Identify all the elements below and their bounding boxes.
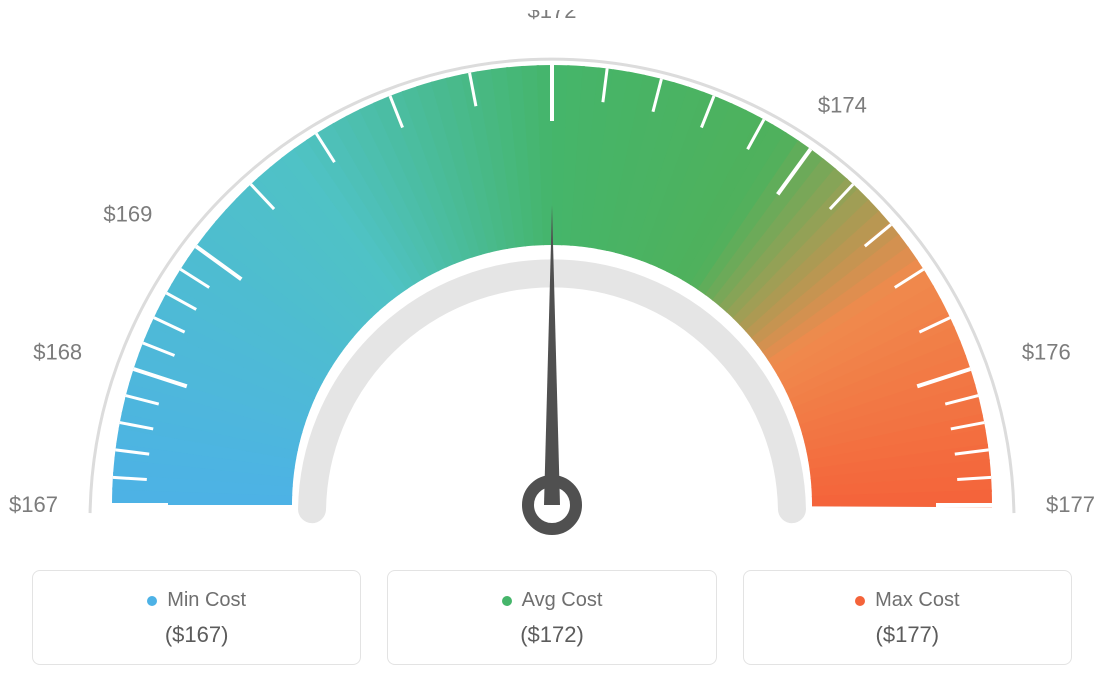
svg-text:$174: $174 (818, 92, 867, 117)
svg-text:$176: $176 (1022, 339, 1071, 364)
legend-value-max: ($177) (754, 622, 1061, 648)
svg-text:$172: $172 (528, 10, 577, 23)
legend-value-min: ($167) (43, 622, 350, 648)
legend-dot-min (147, 596, 157, 606)
legend-title-min: Min Cost (43, 589, 350, 612)
legend-dot-avg (502, 596, 512, 606)
gauge-chart: $167 $168 $169 $172 $174 $176 $177 (0, 0, 1104, 560)
legend-label-min: Min Cost (167, 589, 246, 612)
legend-label-avg: Avg Cost (522, 589, 603, 612)
legend-card-avg: Avg Cost ($172) (387, 570, 716, 665)
gauge-svg: $167 $168 $169 $172 $174 $176 $177 (0, 10, 1104, 570)
svg-text:$168: $168 (33, 339, 82, 364)
svg-text:$177: $177 (1046, 492, 1095, 517)
legend-row: Min Cost ($167) Avg Cost ($172) Max Cost… (32, 570, 1072, 665)
legend-value-avg: ($172) (398, 622, 705, 648)
legend-label-max: Max Cost (875, 589, 959, 612)
legend-card-max: Max Cost ($177) (743, 570, 1072, 665)
svg-text:$167: $167 (9, 492, 58, 517)
legend-dot-max (855, 596, 865, 606)
legend-title-max: Max Cost (754, 589, 1061, 612)
svg-text:$169: $169 (103, 202, 152, 227)
legend-card-min: Min Cost ($167) (32, 570, 361, 665)
legend-title-avg: Avg Cost (398, 589, 705, 612)
